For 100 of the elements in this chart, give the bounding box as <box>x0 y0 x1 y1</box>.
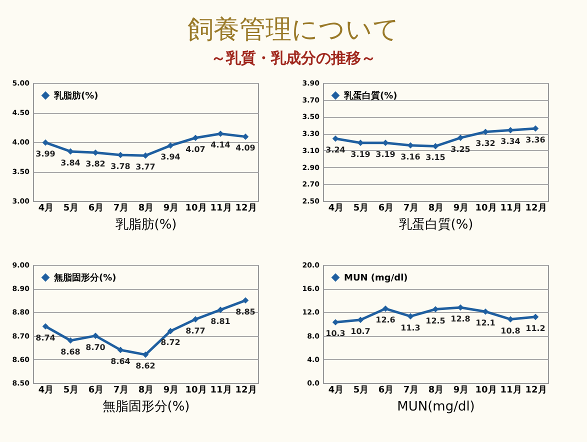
data-label: 8.62 <box>136 362 156 371</box>
point <box>242 297 249 304</box>
point <box>42 139 49 146</box>
point <box>167 142 174 149</box>
x-axis-title: 無脂固形分(%) <box>102 400 190 414</box>
data-label: 12.6 <box>376 316 396 325</box>
point <box>457 134 464 141</box>
point <box>357 316 364 324</box>
legend-label: 乳脂肪(%) <box>53 90 98 102</box>
point <box>432 143 439 150</box>
point <box>532 125 539 132</box>
data-label: 10.8 <box>500 326 521 336</box>
data-label: 3.36 <box>526 136 546 145</box>
chart-title: 飼養管理について <box>186 14 400 47</box>
point <box>407 313 414 320</box>
data-label: 8.77 <box>186 326 206 336</box>
point <box>192 316 199 322</box>
x-tick-label: 4月 <box>38 384 54 396</box>
x-tick-label: 12月 <box>235 202 257 214</box>
point <box>167 328 174 334</box>
data-label: 3.16 <box>400 152 421 162</box>
x-tick-label: 7月 <box>113 202 129 214</box>
data-label: 3.78 <box>110 162 131 171</box>
point <box>382 140 389 146</box>
x-tick-label: 8月 <box>138 202 154 214</box>
x-tick-label: 5月 <box>63 202 79 214</box>
data-label: 8.85 <box>236 307 256 316</box>
x-tick-label: 11月 <box>210 202 232 214</box>
data-label: 8.74 <box>36 333 56 342</box>
point <box>507 316 514 322</box>
x-tick-label: 5月 <box>353 384 369 396</box>
data-label: 3.94 <box>160 152 181 162</box>
x-tick-label: 5月 <box>63 384 79 396</box>
x-tick-label: 12月 <box>525 384 547 396</box>
data-label: 3.77 <box>136 162 156 172</box>
x-tick-label: 4月 <box>38 202 54 214</box>
data-label: 3.32 <box>476 138 496 148</box>
x-axis-title: 乳脂肪(%) <box>115 218 177 232</box>
text: ～乳質・乳成分の推移～ <box>210 49 377 68</box>
point <box>217 306 224 313</box>
data-label: 12.1 <box>476 318 496 328</box>
point <box>407 142 414 149</box>
x-tick-label: 9月 <box>453 384 469 396</box>
point <box>192 134 199 142</box>
x-axis-title: 乳蛋白質(%) <box>398 218 474 232</box>
data-label: 3.84 <box>60 158 81 168</box>
point <box>217 130 224 137</box>
x-tick-label: 4月 <box>328 202 344 214</box>
data-label: 3.99 <box>36 150 56 159</box>
x-tick-label: 6月 <box>378 202 394 214</box>
data-label: 3.25 <box>450 144 471 154</box>
point <box>142 152 149 159</box>
x-tick-label: 8月 <box>138 384 154 396</box>
data-label: 4.07 <box>186 144 206 154</box>
x-tick-label: 11月 <box>500 384 522 396</box>
x-tick-label: 6月 <box>88 384 104 396</box>
point <box>67 148 74 155</box>
data-label: 8.72 <box>160 338 180 348</box>
data-label: 3.24 <box>326 146 346 155</box>
data-label: 4.14 <box>210 140 231 150</box>
x-tick-label: 4月 <box>328 384 344 396</box>
x-tick-label: 9月 <box>453 202 469 214</box>
x-tick-label: 7月 <box>403 202 419 214</box>
data-label: 3.82 <box>86 160 106 169</box>
x-tick-label: 9月 <box>163 202 179 214</box>
point <box>457 304 464 311</box>
point <box>332 319 339 326</box>
x-tick-label: 6月 <box>378 384 394 396</box>
x-tick-label: 9月 <box>163 384 179 396</box>
point <box>332 135 339 142</box>
x-tick-label: 10月 <box>475 384 497 396</box>
point <box>482 128 489 136</box>
x-tick-label: 5月 <box>353 202 369 214</box>
x-tick-label: 6月 <box>88 202 104 214</box>
x-tick-label: 10月 <box>475 202 497 214</box>
point <box>507 127 514 134</box>
data-label: 3.15 <box>426 153 446 162</box>
point <box>142 352 149 358</box>
data-label: 8.68 <box>60 348 81 357</box>
x-tick-label: 8月 <box>428 202 444 214</box>
point <box>117 152 124 158</box>
legend-label: 無脂固形分(%) <box>53 272 116 284</box>
x-tick-label: 7月 <box>403 384 419 396</box>
data-label: 12.5 <box>426 316 446 326</box>
data-label: 11.3 <box>400 323 420 332</box>
data-label: 3.19 <box>350 150 371 159</box>
x-tick-label: 11月 <box>500 202 522 214</box>
data-label: 3.19 <box>376 150 396 159</box>
data-label: 12.8 <box>450 314 471 324</box>
x-tick-label: 10月 <box>185 202 207 214</box>
x-tick-label: 12月 <box>525 202 547 214</box>
x-tick-label: 12月 <box>235 384 257 396</box>
point <box>42 323 49 330</box>
point <box>92 332 99 339</box>
x-tick-label: 11月 <box>210 384 232 396</box>
legend-label: 乳蛋白質(%) <box>343 90 398 102</box>
x-tick-label: 10月 <box>185 384 207 396</box>
data-label: 3.34 <box>500 137 521 146</box>
legend-label: MUN (mg/dl) <box>344 274 408 284</box>
point <box>482 308 489 315</box>
